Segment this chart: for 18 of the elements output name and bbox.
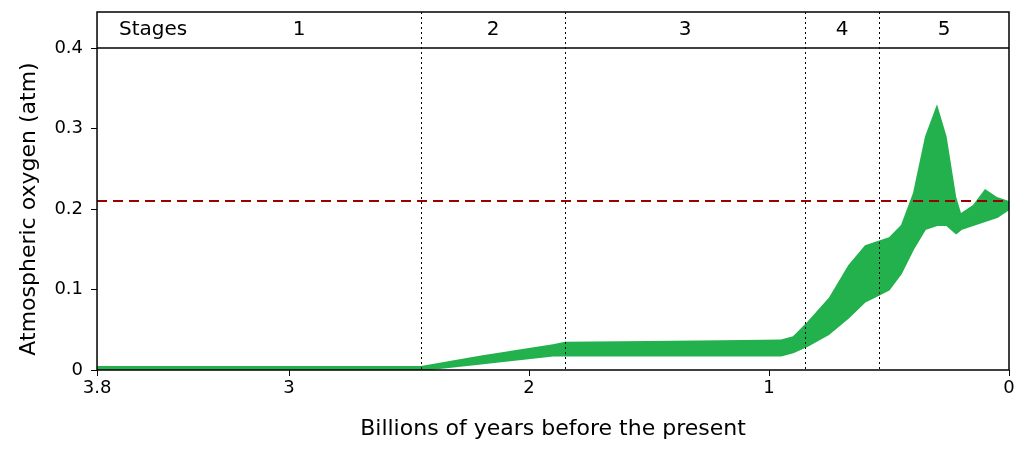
y-tick-label: 0.3	[54, 116, 84, 138]
y-tick-label: 0.4	[54, 35, 84, 57]
x-tick-label: 1	[763, 376, 775, 398]
x-tick-label: 3	[283, 376, 295, 398]
y-tick-label: 0.2	[54, 196, 84, 218]
text: Stages	[119, 16, 188, 41]
x-axis-title: Billions of years before the present	[360, 414, 747, 440]
y-tick-label: 0.1	[54, 277, 84, 299]
x-tick-label: 0	[1003, 376, 1015, 398]
x-tick-label: 3.8	[82, 376, 112, 398]
text: 1	[292, 16, 306, 41]
text: 3	[678, 16, 692, 41]
x-tick-label: 2	[523, 376, 535, 398]
y-tick-label: 0	[71, 357, 84, 379]
y-axis-title: Atmospheric oxygen (atm)	[14, 62, 40, 356]
text: 4	[835, 16, 849, 41]
text: 2	[486, 16, 500, 41]
text: 5	[937, 16, 951, 41]
